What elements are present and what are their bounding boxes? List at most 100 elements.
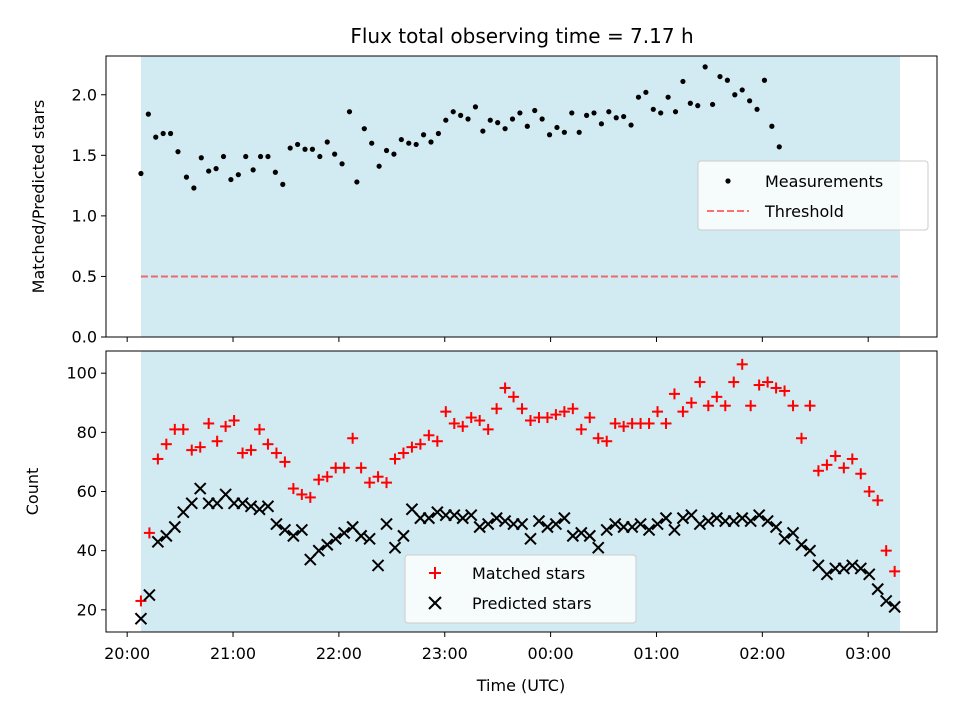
measurement-point <box>576 129 582 135</box>
measurement-point <box>761 77 768 83</box>
measurement-point <box>250 167 256 173</box>
predicted-star-point <box>388 541 402 554</box>
x-tick-label: 21:00 <box>210 644 256 663</box>
measurement-point <box>546 132 553 138</box>
measurement-point <box>754 106 760 112</box>
measurement-point <box>198 155 204 161</box>
predicted-star-point <box>558 511 571 525</box>
measurement-point <box>495 120 501 126</box>
legend: Measurements Threshold <box>697 160 929 231</box>
matched-star-point <box>372 471 384 483</box>
predicted-star-point <box>769 520 783 534</box>
measurement-point <box>591 110 597 116</box>
measurement-point <box>509 116 516 122</box>
measurement-point <box>369 140 375 146</box>
measurement-point <box>138 170 144 177</box>
measurement-point <box>480 128 486 134</box>
predicted-star-point <box>634 517 647 531</box>
matched-star-point <box>889 565 901 577</box>
measurement-point <box>383 147 390 154</box>
measurement-point <box>487 117 493 123</box>
predicted-star-point <box>744 514 757 528</box>
matched-star-point <box>711 391 723 403</box>
x-tick-label: 02:00 <box>739 644 785 663</box>
matched-star-point <box>508 391 520 403</box>
matched-star-point <box>397 447 409 459</box>
y-tick-label: 20 <box>77 600 97 619</box>
predicted-star-point <box>846 559 859 572</box>
measurement-point <box>458 112 464 118</box>
predicted-star-point <box>854 562 867 575</box>
measurement-point <box>658 110 664 116</box>
measurement-point <box>391 151 397 157</box>
measurement-point <box>717 73 723 80</box>
measurement-point <box>295 141 301 148</box>
matched-star-point <box>770 382 782 394</box>
predicted-star-point <box>397 529 410 543</box>
matched-star-point <box>609 417 621 429</box>
measurement-point <box>465 116 471 122</box>
predicted-star-point <box>337 526 351 540</box>
predicted-star-point <box>820 568 834 581</box>
predicted-star-point <box>422 511 436 525</box>
legend-label-measurements: Measurements <box>765 172 883 191</box>
y-tick-label: 40 <box>77 541 97 560</box>
measurement-point <box>302 146 308 152</box>
matched-star-point <box>804 400 816 412</box>
matched-star-point <box>440 406 452 418</box>
matched-star-point <box>795 432 807 444</box>
measurement-point <box>376 163 382 169</box>
measurement-point <box>183 174 190 180</box>
predicted-star-point <box>363 532 376 546</box>
matched-star-point <box>355 462 367 474</box>
predicted-star-point <box>575 526 588 540</box>
measurement-point <box>554 124 560 131</box>
matched-star-point <box>584 412 596 424</box>
matched-star-point <box>855 468 867 480</box>
measurement-point <box>598 121 605 127</box>
matched-star-point <box>270 447 282 459</box>
measurement-points <box>138 64 782 191</box>
y-tick-label: 60 <box>77 482 97 501</box>
legend: Matched stars Predicted stars <box>404 554 637 624</box>
matched-star-point <box>220 420 232 432</box>
measurement-point <box>220 153 227 160</box>
matched-star-point <box>863 486 875 497</box>
matched-star-point <box>685 397 697 409</box>
predicted-star-point <box>566 529 580 543</box>
predicted-star-point <box>549 517 563 531</box>
matched-star-point <box>880 545 892 557</box>
y-tick-label: 0.0 <box>72 328 97 347</box>
predicted-star-point <box>752 508 766 522</box>
matched-star-point <box>812 465 824 477</box>
measurement-point <box>206 168 212 174</box>
matched-star-point <box>389 453 401 465</box>
matched-star-point <box>668 388 680 400</box>
matched-star-point <box>846 453 858 465</box>
matched-star-point <box>694 376 706 388</box>
measurement-point <box>406 140 412 146</box>
measurement-point <box>428 139 434 145</box>
matched-star-point <box>152 453 164 465</box>
predicted-star-point <box>194 482 207 495</box>
measurement-point <box>175 149 181 155</box>
predicted-star-point <box>541 520 554 534</box>
x-axis-ticks: 20:00 21:00 22:00 23:00 00:00 01:00 02:00 03:00 <box>104 632 891 663</box>
measurement-point <box>584 112 590 118</box>
predicted-star-point <box>448 508 461 522</box>
legend-marker-matched <box>429 567 441 579</box>
measurement-point <box>257 153 264 160</box>
predicted-star-point <box>134 612 148 625</box>
measurement-point <box>435 130 441 137</box>
matched-star-point <box>541 412 553 424</box>
matched-star-point <box>431 435 443 447</box>
predicted-star-point <box>261 500 275 513</box>
y-tick-label: 100 <box>66 364 97 383</box>
measurement-point <box>317 153 323 160</box>
matched-star-point <box>245 444 257 456</box>
measurement-point <box>776 144 782 150</box>
predicted-star-point <box>321 538 334 551</box>
matched-star-point <box>381 477 393 489</box>
y-tick-label: 1.5 <box>72 146 97 165</box>
